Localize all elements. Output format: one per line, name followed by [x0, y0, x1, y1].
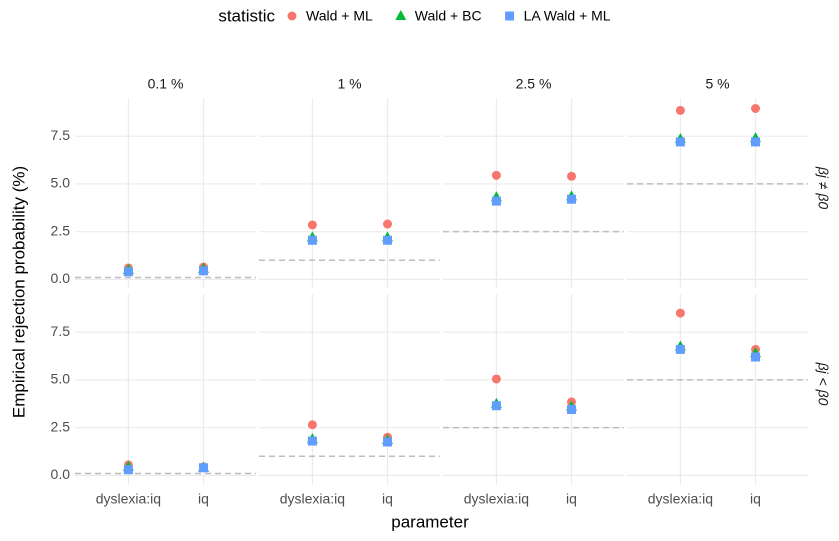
- point: [675, 308, 685, 318]
- column-strip: 0.1 %: [148, 76, 184, 92]
- row-strip: βj < β0: [815, 362, 831, 406]
- point: [491, 170, 501, 180]
- point: [199, 463, 209, 473]
- point: [567, 171, 577, 181]
- column-strip: 1 %: [337, 76, 361, 92]
- point: [307, 220, 317, 230]
- point: [307, 420, 317, 430]
- y-tick-label: 2.5: [51, 222, 71, 238]
- legend-label: Wald + BC: [415, 8, 482, 24]
- x-tick-label: dyslexia:iq: [96, 491, 161, 507]
- column-strip: 2.5 %: [516, 76, 552, 92]
- x-tick-label: iq: [566, 491, 577, 507]
- legend-label: LA Wald + ML: [524, 8, 611, 24]
- point: [567, 405, 577, 415]
- y-tick-label: 2.5: [51, 418, 71, 434]
- point: [751, 352, 761, 362]
- point: [491, 374, 501, 384]
- x-tick-label: iq: [198, 491, 209, 507]
- point: [675, 137, 685, 147]
- point: [307, 235, 317, 245]
- point: [123, 267, 133, 277]
- point: [491, 196, 501, 206]
- point: [505, 11, 515, 21]
- x-tick-label: iq: [382, 491, 393, 507]
- point: [383, 437, 393, 447]
- x-tick-label: iq: [750, 491, 761, 507]
- point: [123, 465, 133, 475]
- point: [491, 401, 501, 411]
- y-tick-label: 5.0: [51, 175, 71, 191]
- x-tick-label: dyslexia:iq: [464, 491, 529, 507]
- y-tick-label: 0.0: [51, 270, 71, 286]
- y-tick-label: 7.5: [51, 323, 71, 339]
- point: [287, 11, 297, 21]
- y-tick-label: 5.0: [51, 371, 71, 387]
- point: [675, 105, 685, 115]
- x-axis-label: parameter: [391, 512, 469, 531]
- x-tick-label: dyslexia:iq: [280, 491, 345, 507]
- point: [675, 344, 685, 354]
- y-tick-label: 7.5: [51, 127, 71, 143]
- point: [199, 266, 209, 276]
- legend-title: statistic: [218, 6, 275, 25]
- legend-label: Wald + ML: [306, 8, 373, 24]
- point: [395, 10, 407, 20]
- point: [751, 104, 761, 114]
- y-axis-label: Empirical rejection probability (%): [9, 166, 28, 418]
- point: [307, 436, 317, 446]
- point: [751, 137, 761, 147]
- point: [383, 235, 393, 245]
- point: [567, 194, 577, 204]
- point: [383, 219, 393, 229]
- x-tick-label: dyslexia:iq: [648, 491, 713, 507]
- row-strip: βj ≠ β0: [815, 166, 831, 210]
- column-strip: 5 %: [705, 76, 729, 92]
- y-tick-label: 0.0: [51, 466, 71, 482]
